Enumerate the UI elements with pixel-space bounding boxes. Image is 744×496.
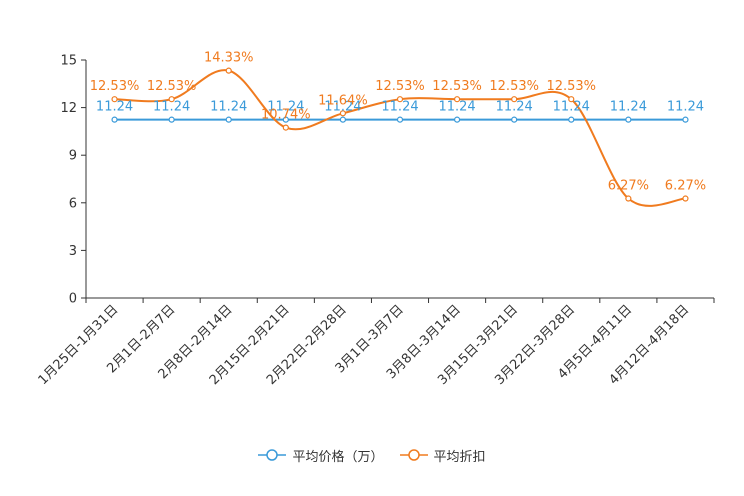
legend-line-circle-icon — [399, 449, 428, 461]
data-label-layer: 11.24 11.24 11.24 11.24 11.24 11.24 11.24 11.24… — [90, 51, 706, 194]
point-avg-discount[interactable] — [511, 96, 518, 103]
point-avg-discount[interactable] — [625, 195, 632, 202]
data-label-avg-discount: 12.53% — [375, 79, 425, 94]
point-avg-price[interactable] — [282, 116, 289, 123]
legend-label-avg-price: 平均价格（万） — [292, 449, 384, 465]
data-label-avg-price: 11.24 — [667, 100, 704, 115]
point-avg-discount[interactable] — [568, 96, 575, 103]
data-label-avg-discount: 6.27% — [608, 179, 649, 194]
y-tick-label: 6 — [69, 196, 77, 211]
data-label-avg-discount: 12.53% — [147, 79, 197, 94]
data-label-avg-price: 11.24 — [96, 100, 133, 115]
legend-line-circle-icon — [258, 449, 287, 461]
y-tick-label: 9 — [69, 149, 77, 164]
data-label-avg-discount: 10.74% — [261, 108, 311, 123]
data-label-avg-discount: 12.53% — [546, 79, 596, 94]
data-label-avg-price: 11.24 — [267, 100, 304, 115]
point-avg-discount[interactable] — [225, 67, 232, 74]
data-label-avg-price: 11.24 — [496, 100, 533, 115]
data-label-avg-price: 11.24 — [438, 100, 475, 115]
point-avg-discount[interactable] — [396, 96, 404, 103]
point-avg-price[interactable] — [511, 116, 518, 123]
data-label-avg-price: 11.24 — [210, 100, 247, 115]
data-label-avg-price: 11.24 — [324, 100, 361, 115]
data-label-avg-discount: 12.53% — [489, 79, 539, 94]
point-avg-price[interactable] — [625, 116, 632, 123]
data-label-avg-discount: 12.53% — [90, 79, 140, 94]
line-chart: 0 3 6 9 12 15 1月25日-1月31日2月1日-2月7日2月8日-2月14日2… — [36, 51, 715, 388]
data-label-avg-price: 11.24 — [153, 100, 190, 115]
data-label-avg-price: 11.24 — [553, 100, 590, 115]
point-avg-price[interactable] — [568, 116, 575, 123]
point-avg-price[interactable] — [396, 116, 404, 123]
point-avg-price[interactable] — [339, 116, 347, 123]
legend: 平均价格（万） 平均折扣 — [0, 444, 744, 466]
data-label-avg-discount: 11.64% — [318, 93, 368, 108]
point-avg-discount[interactable] — [339, 110, 347, 117]
data-label-avg-price: 11.24 — [610, 100, 647, 115]
point-avg-discount[interactable] — [682, 195, 689, 202]
y-tick-label: 15 — [60, 54, 77, 69]
point-avg-discount[interactable] — [453, 96, 461, 103]
point-avg-discount[interactable] — [111, 96, 118, 103]
y-tick-label: 12 — [60, 101, 77, 116]
legend-label-avg-discount: 平均折扣 — [433, 449, 486, 465]
x-tick-label: 1月25日-1月31日 — [36, 302, 122, 388]
data-label-avg-price: 11.24 — [381, 100, 418, 115]
y-axis: 0 3 6 9 12 15 — [60, 54, 87, 307]
data-label-avg-discount: 14.33% — [204, 51, 254, 66]
point-avg-price[interactable] — [682, 116, 689, 123]
y-tick-label: 0 — [69, 292, 77, 307]
point-avg-price[interactable] — [168, 116, 175, 123]
legend-item-avg-price[interactable]: 平均价格（万） — [258, 446, 384, 465]
series-layer — [111, 67, 689, 207]
point-avg-price[interactable] — [453, 116, 461, 123]
point-avg-price[interactable] — [225, 116, 232, 123]
point-avg-discount[interactable] — [168, 96, 175, 103]
y-tick-label: 3 — [69, 244, 77, 259]
x-axis: 1月25日-1月31日2月1日-2月7日2月8日-2月14日2月15日-2月21… — [36, 297, 715, 388]
data-label-avg-discount: 12.53% — [432, 79, 482, 94]
data-label-avg-discount: 6.27% — [665, 179, 706, 194]
legend-item-avg-discount[interactable]: 平均折扣 — [399, 446, 486, 465]
point-avg-discount[interactable] — [282, 124, 289, 131]
point-avg-price[interactable] — [111, 116, 118, 123]
